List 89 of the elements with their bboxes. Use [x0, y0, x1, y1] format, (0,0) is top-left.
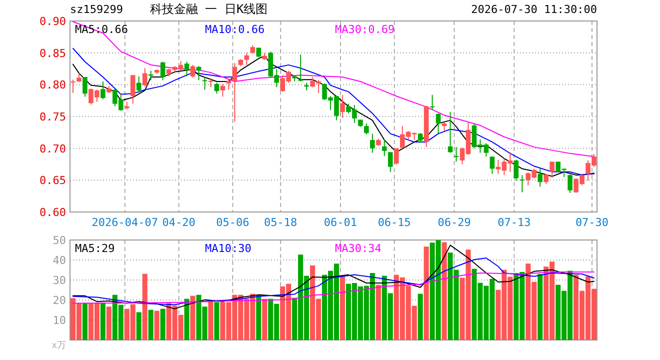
text: MA10:30	[205, 242, 252, 255]
text: 2026-07-30 11:30:00	[471, 3, 597, 16]
candlestick	[448, 112, 453, 154]
candlestick	[136, 76, 142, 94]
candlestick	[538, 168, 543, 188]
candlestick	[394, 148, 399, 165]
candlestick	[226, 78, 232, 90]
candlestick	[232, 62, 238, 122]
candlestick	[370, 133, 375, 154]
y-tick-label: 0.85	[40, 46, 66, 60]
candlestick	[340, 94, 345, 118]
bar	[214, 302, 220, 340]
x-tick-label: 05-18	[264, 216, 298, 229]
x-tick-label: 07-30	[575, 216, 609, 229]
y-tick-label: 20	[52, 294, 66, 307]
bar	[160, 308, 166, 340]
line-series	[72, 272, 595, 304]
bar	[538, 274, 543, 340]
candlestick	[130, 74, 136, 104]
candlestick	[550, 161, 554, 178]
candlestick	[148, 70, 154, 81]
bar	[340, 276, 345, 340]
candlestick	[244, 52, 250, 66]
bar	[142, 274, 148, 340]
y-tick-label: 40	[52, 254, 66, 267]
candlestick	[520, 174, 525, 193]
candlestick	[202, 76, 208, 90]
candlestick	[388, 152, 393, 172]
candlestick	[454, 146, 459, 162]
bar	[262, 298, 268, 340]
bar	[190, 296, 196, 340]
text: MA5:29	[75, 242, 115, 255]
bar	[100, 302, 106, 340]
candlestick	[490, 156, 495, 174]
x-tick-label: 07-13	[498, 216, 531, 229]
candlestick	[190, 64, 196, 78]
bar	[376, 284, 381, 340]
candlestick	[430, 94, 435, 111]
y-tick-label: 0.70	[40, 142, 66, 156]
bar	[256, 294, 262, 340]
y-tick-label: 0.65	[40, 174, 66, 188]
line-series	[72, 258, 595, 306]
candlestick	[514, 159, 519, 182]
bar	[106, 306, 112, 340]
text: MA30:0.69	[335, 23, 395, 36]
candlestick	[220, 84, 226, 98]
bar	[136, 312, 142, 340]
y-tick-label: 0.75	[40, 110, 66, 124]
candlestick	[418, 132, 423, 144]
y-tick-label: 10	[52, 314, 66, 327]
x-tick-label: 06-01	[324, 216, 358, 229]
candlestick	[364, 123, 369, 135]
bar	[184, 298, 190, 340]
candlestick	[436, 112, 441, 134]
x-tick-label: 05-06	[216, 216, 250, 229]
candlestick	[256, 47, 262, 58]
chart-subtitle: sz159299	[70, 3, 123, 16]
x-tick-label: 2026-04-07	[92, 216, 158, 229]
bar	[148, 310, 154, 340]
candlestick	[70, 79, 76, 94]
candlestick	[214, 82, 220, 94]
candlestick	[382, 138, 387, 156]
chart-title: 科技金融 一 日K线图	[150, 2, 268, 16]
candlestick	[160, 61, 166, 81]
y-axis-title: x万	[52, 341, 66, 351]
candlestick	[568, 174, 572, 194]
y-tick-label: 50	[52, 234, 66, 247]
bar	[82, 303, 88, 340]
x-tick-label: 06-15	[378, 216, 411, 229]
x-tick-label: 04-20	[162, 216, 196, 229]
text: MA30:34	[335, 242, 382, 255]
bar	[424, 246, 429, 340]
y-tick-label: 0.80	[40, 78, 66, 92]
text: MA10:0.66	[205, 23, 265, 36]
x-tick-label: 06-29	[438, 216, 471, 229]
y-tick-label: 0.90	[40, 15, 66, 28]
y-tick-label: 0.60	[40, 206, 66, 219]
candlestick	[184, 61, 190, 77]
bar	[442, 242, 447, 340]
line-series	[72, 244, 595, 310]
bar	[418, 294, 423, 340]
bar	[208, 300, 214, 340]
bar	[154, 310, 160, 340]
candlestick	[142, 68, 148, 88]
y-tick-label: 30	[52, 274, 66, 287]
candlestick	[82, 76, 88, 98]
candlestick	[100, 80, 106, 100]
candlestick	[544, 173, 548, 184]
candlestick	[298, 54, 303, 82]
